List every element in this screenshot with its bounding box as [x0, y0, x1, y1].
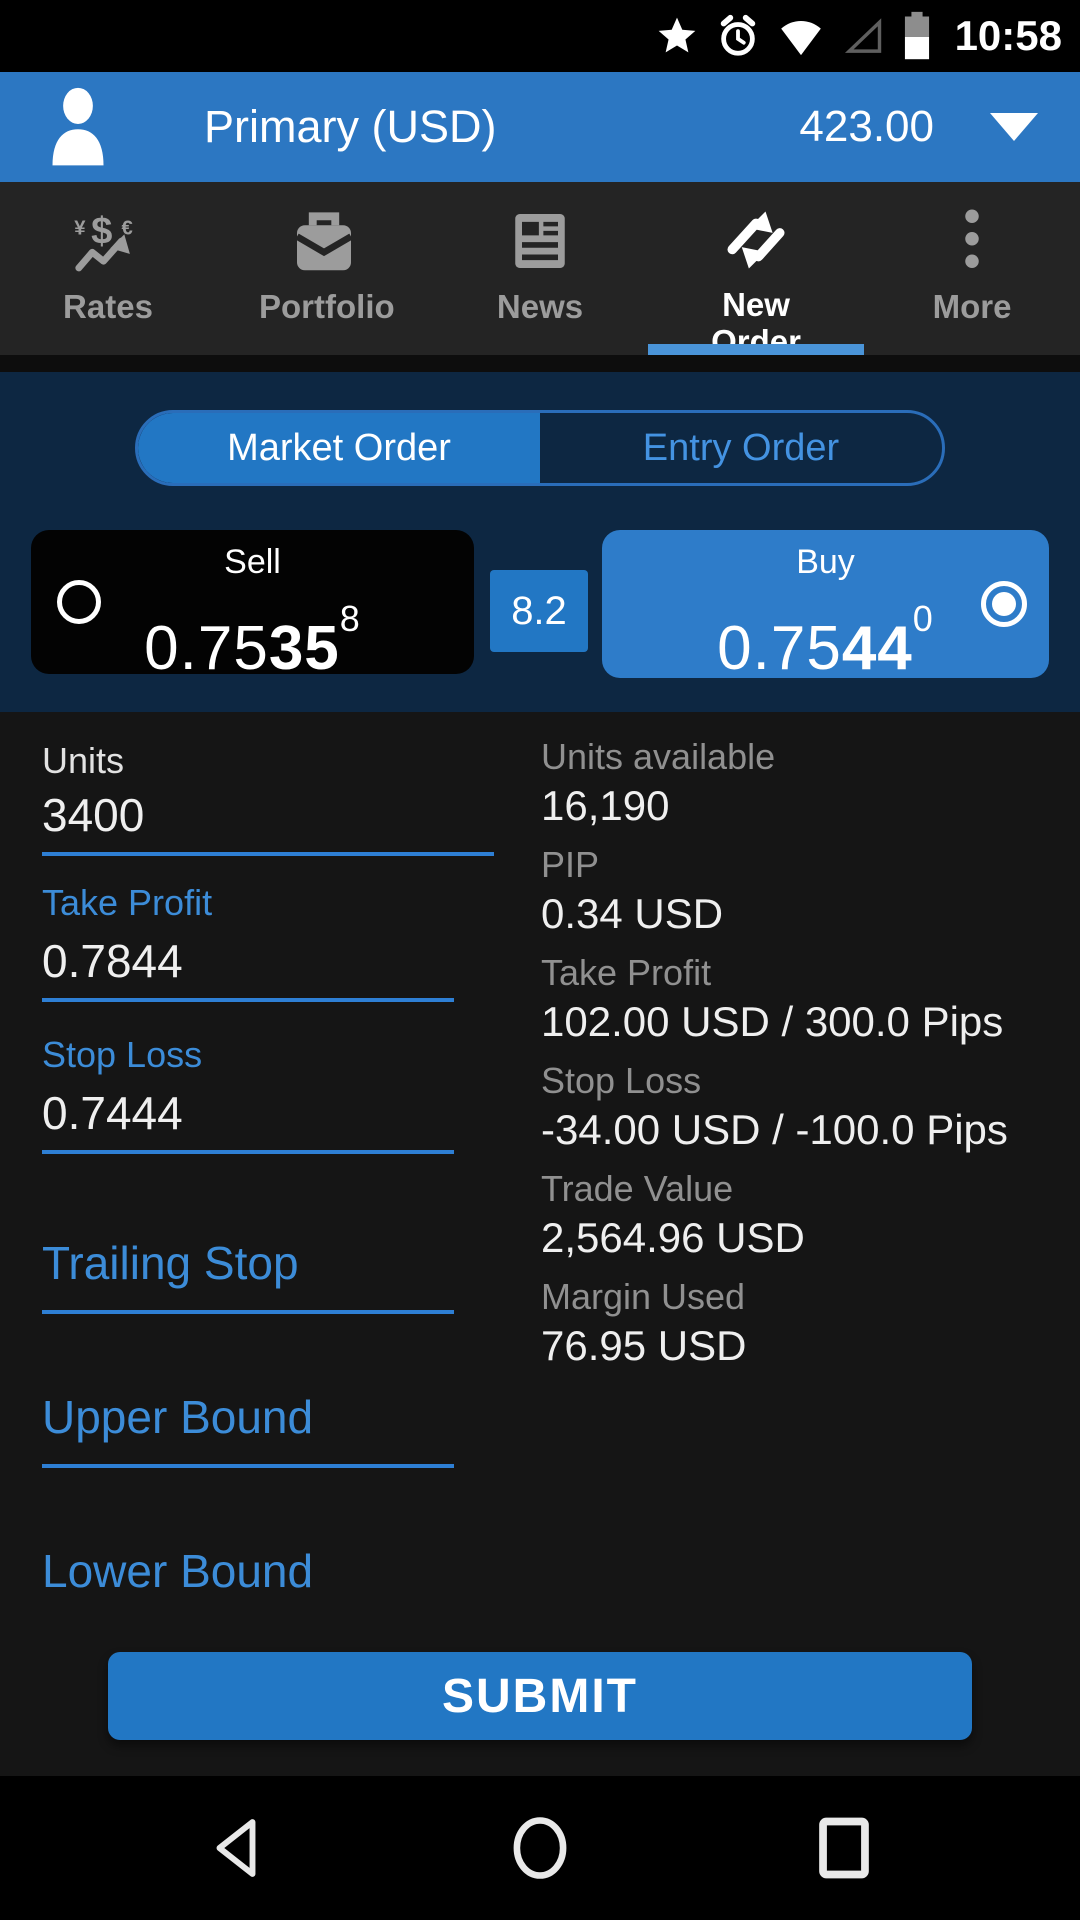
- battery-icon: [901, 10, 933, 62]
- svg-text:€: €: [122, 217, 133, 239]
- tab-news[interactable]: News: [432, 182, 648, 355]
- tab-portfolio[interactable]: Portfolio: [216, 182, 432, 355]
- market-order-label: Market Order: [227, 426, 451, 469]
- star-icon: [655, 14, 699, 58]
- stat-label: Take Profit: [541, 952, 712, 993]
- sell-label: Sell: [224, 543, 281, 581]
- take-profit-input[interactable]: [42, 934, 454, 1002]
- trade-stats-column: Units available 16,190 PIP 0.34 USD Take…: [541, 734, 1061, 1372]
- active-tab-underline: [648, 344, 864, 355]
- stat-label: Stop Loss: [541, 1060, 702, 1101]
- stop-loss-input[interactable]: [42, 1086, 454, 1154]
- buy-radio-dot: [992, 592, 1016, 616]
- lower-bound-field[interactable]: Lower Bound: [42, 1545, 314, 1597]
- home-button[interactable]: [500, 1808, 580, 1888]
- stat-value: 102.00 USD / 300.0 Pips: [541, 998, 1004, 1045]
- account-balance: 423.00: [799, 102, 934, 151]
- stat-value: 0.34 USD: [541, 890, 724, 937]
- take-profit-label: Take Profit: [42, 882, 213, 923]
- buy-price: 0.75440: [717, 598, 934, 683]
- alarm-icon: [715, 13, 761, 59]
- stop-loss-label: Stop Loss: [42, 1034, 203, 1075]
- market-order-segment[interactable]: Market Order: [138, 413, 540, 483]
- stat-value: 16,190: [541, 782, 670, 829]
- stat-label: Trade Value: [541, 1168, 734, 1209]
- signal-icon: [841, 14, 885, 58]
- caret-down-icon: [990, 113, 1038, 141]
- tab-more[interactable]: More: [864, 182, 1080, 355]
- entry-order-segment[interactable]: Entry Order: [540, 413, 942, 483]
- tab-new-order[interactable]: New Order: [648, 182, 864, 360]
- android-navigation-bar: [0, 1776, 1080, 1920]
- rates-icon: ¥ $ €: [72, 202, 144, 280]
- app-header: Primary (USD) 423.00: [0, 72, 1080, 182]
- stat-label: PIP: [541, 844, 600, 885]
- buy-radio[interactable]: [981, 581, 1027, 627]
- stat-value: -34.00 USD / -100.0 Pips: [541, 1106, 1008, 1153]
- tab-rates[interactable]: ¥ $ € Rates: [0, 182, 216, 355]
- portfolio-icon: [288, 202, 360, 280]
- price-row: Sell 0.75358 8.2 Buy 0.75440: [31, 530, 1049, 683]
- account-name[interactable]: Primary (USD): [204, 101, 497, 152]
- order-type-toggle: Market Order Entry Order: [135, 410, 945, 486]
- status-time: 10:58: [954, 12, 1062, 59]
- sell-price: 0.75358: [144, 598, 361, 683]
- new-order-icon: [718, 202, 794, 278]
- tab-bar: ¥ $ € Rates Portfolio: [0, 182, 1080, 360]
- tab-label: More: [932, 288, 1012, 325]
- wifi-icon: [777, 14, 825, 58]
- tabbar-shadow: [0, 355, 1080, 372]
- trailing-stop-field[interactable]: Trailing Stop: [42, 1236, 454, 1314]
- svg-text:$: $: [91, 209, 112, 252]
- stat-value: 2,564.96 USD: [541, 1214, 805, 1261]
- tab-label: News: [496, 288, 584, 325]
- buy-label: Buy: [796, 543, 855, 581]
- entry-order-label: Entry Order: [642, 426, 840, 469]
- back-button[interactable]: [196, 1808, 276, 1888]
- account-selector[interactable]: 423.00: [799, 102, 1080, 152]
- sell-radio[interactable]: [57, 580, 101, 624]
- buy-button[interactable]: Buy 0.75440: [602, 530, 1049, 683]
- status-bar: 10:58: [0, 0, 1080, 72]
- units-input[interactable]: [42, 788, 494, 856]
- recents-button[interactable]: [804, 1808, 884, 1888]
- spread-value: 8.2: [490, 570, 588, 652]
- order-section: Market Order Entry Order Sell 0.75358 8.…: [0, 372, 1080, 712]
- stat-label: Units available: [541, 736, 776, 777]
- more-icon: [936, 202, 1008, 280]
- order-form: Units Take Profit Stop Loss Trailing Sto…: [0, 712, 1080, 1776]
- svg-text:¥: ¥: [74, 217, 86, 239]
- submit-button[interactable]: SUBMIT: [108, 1652, 972, 1740]
- upper-bound-field[interactable]: Upper Bound: [42, 1390, 454, 1468]
- sell-button[interactable]: Sell 0.75358: [31, 530, 474, 683]
- stat-label: Margin Used: [541, 1276, 746, 1317]
- tab-label: Portfolio: [259, 288, 395, 325]
- news-icon: [504, 202, 576, 280]
- stat-value: 76.95 USD: [541, 1322, 747, 1369]
- units-label: Units: [42, 740, 125, 781]
- avatar-icon[interactable]: [44, 84, 112, 171]
- tab-label: Rates: [63, 288, 153, 325]
